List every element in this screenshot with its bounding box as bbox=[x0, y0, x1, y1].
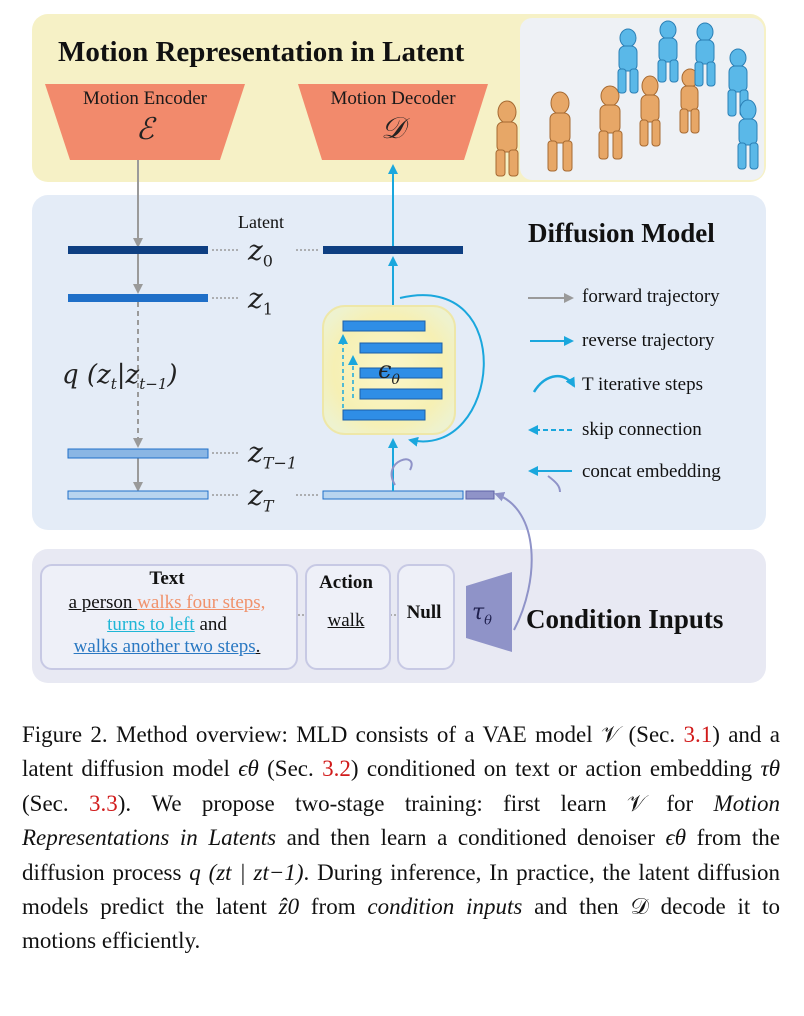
latent-bar-zT1 bbox=[67, 448, 209, 459]
iterative-loop-arrow bbox=[399, 294, 485, 447]
legend-concat-label: concat embedding bbox=[582, 461, 721, 482]
motion-encoder-block bbox=[45, 84, 245, 160]
action-header: Action bbox=[319, 572, 373, 593]
legend-graphics bbox=[528, 293, 576, 493]
latent-bar-zT-right bbox=[322, 490, 464, 500]
latent-section-title: Motion Representation in Latent bbox=[58, 36, 465, 68]
legend-forward-label: forward trajectory bbox=[582, 286, 720, 307]
q-formula: q (zt|zt−1) bbox=[62, 360, 178, 394]
text-condition-box bbox=[40, 564, 298, 670]
text-header: Text bbox=[149, 568, 185, 589]
action-value: walk bbox=[327, 610, 365, 631]
motion-encoder-symbol: ℰ bbox=[135, 113, 155, 146]
latent-label: Latent bbox=[238, 212, 284, 232]
denoiser-label: ϵθ bbox=[378, 356, 400, 388]
legend-skip-label: skip connection bbox=[582, 419, 702, 440]
zT-1-label: zT−1 bbox=[248, 436, 298, 473]
zT-label: zT bbox=[248, 479, 274, 516]
tau-encoder-block bbox=[466, 572, 512, 652]
diagram-graphics bbox=[45, 18, 764, 652]
null-condition-box bbox=[397, 564, 455, 670]
motion-figures-illustration bbox=[495, 18, 764, 180]
motion-decoder-label: Motion Decoder bbox=[330, 88, 456, 109]
text-line-3: walks another two steps. bbox=[73, 636, 261, 657]
diffusion-section-title: Diffusion Model bbox=[528, 218, 715, 248]
condition-section-title: Condition Inputs bbox=[526, 604, 724, 634]
denoiser-layers bbox=[342, 320, 443, 421]
motion-encoder-label: Motion Encoder bbox=[82, 88, 207, 109]
motion-decoder-symbol: 𝒟 bbox=[381, 112, 405, 145]
null-label: Null bbox=[406, 602, 442, 623]
text-line-2: turns to left and bbox=[107, 614, 227, 635]
condition-embedding-bar bbox=[465, 490, 495, 500]
text-line-1: a person walks four steps, bbox=[68, 592, 266, 613]
z1-label: z1 bbox=[248, 282, 273, 319]
tau-label: τθ bbox=[472, 600, 492, 629]
figure-caption: Figure 2. Method overview: MLD consists … bbox=[22, 722, 781, 954]
action-condition-box bbox=[305, 564, 391, 670]
latent-bar-z0-left bbox=[68, 246, 208, 254]
latent-bar-z0-right bbox=[323, 246, 463, 254]
legend-iterative-icon bbox=[532, 375, 576, 393]
latent-bar-zT-left bbox=[67, 490, 209, 500]
z0-label: z0 bbox=[248, 234, 273, 271]
latent-bar-z1 bbox=[68, 294, 208, 302]
motion-decoder-block bbox=[298, 84, 488, 160]
legend-iterative-label: T iterative steps bbox=[582, 374, 704, 395]
legend-reverse-label: reverse trajectory bbox=[582, 330, 715, 351]
tau-to-embedding-arrow bbox=[494, 492, 533, 631]
